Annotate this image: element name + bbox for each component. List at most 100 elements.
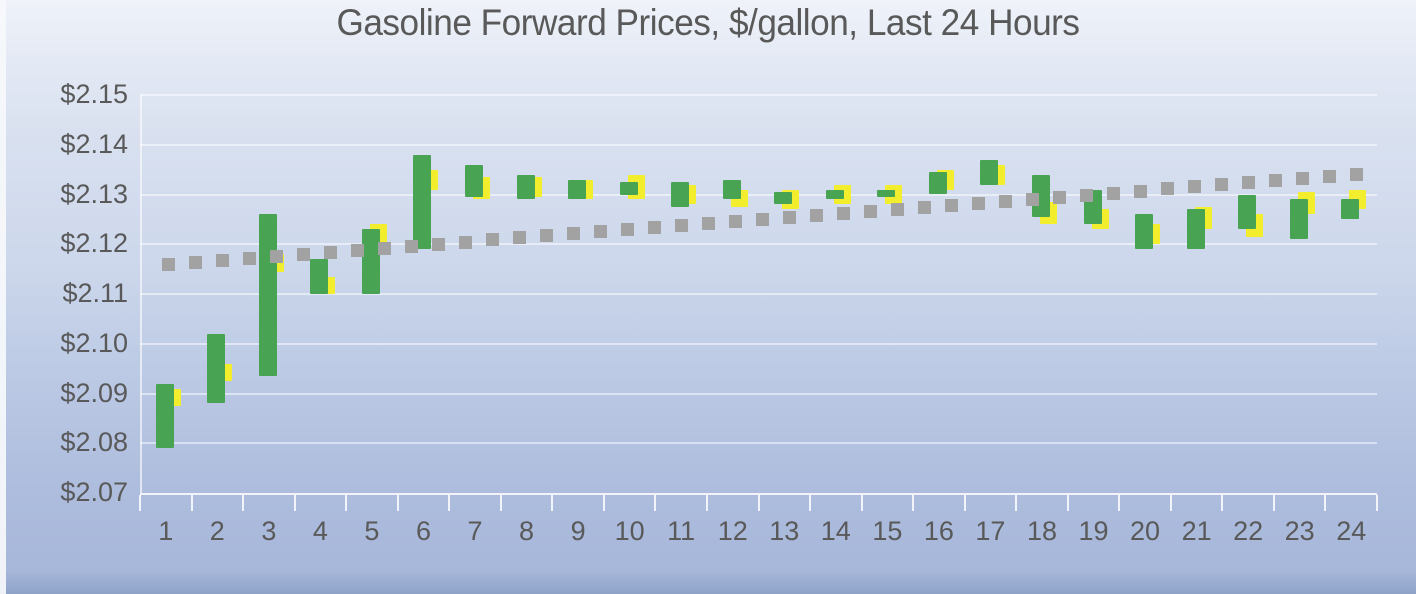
y-gridline xyxy=(140,143,1377,146)
y-gridline xyxy=(140,342,1377,345)
trendline-dot xyxy=(1106,186,1120,200)
range-bar-green xyxy=(1135,214,1154,250)
range-bar-green xyxy=(1289,199,1308,240)
y-axis-tick-label: $2.08 xyxy=(60,427,128,458)
x-axis-tick-label: 14 xyxy=(820,516,851,546)
x-axis-tick-label: 24 xyxy=(1336,516,1367,546)
trendline-dot xyxy=(755,213,769,227)
y-axis-tick-label: $2.07 xyxy=(60,477,128,507)
x-axis-tick-label: 12 xyxy=(717,516,748,546)
x-axis-tick xyxy=(139,495,141,511)
x-axis-tick xyxy=(242,495,245,511)
x-axis-tick-label: 9 xyxy=(570,516,586,546)
y-gridline xyxy=(140,392,1377,395)
range-bar-green xyxy=(928,172,947,195)
x-axis-tick-label: 11 xyxy=(667,516,696,546)
x-axis-tick xyxy=(396,495,399,511)
x-axis-tick xyxy=(602,495,605,511)
range-bar-green xyxy=(155,383,174,449)
range-bar-green xyxy=(1186,209,1205,250)
x-axis-tick xyxy=(345,495,348,511)
trendline-dot xyxy=(1295,172,1309,186)
x-axis-tick xyxy=(293,495,296,511)
range-bar-green xyxy=(774,192,793,205)
range-bar-green xyxy=(1031,174,1050,217)
trendline-dot xyxy=(971,196,985,210)
x-axis-tick-label: 10 xyxy=(614,516,645,546)
range-bar-green xyxy=(1238,194,1257,230)
x-axis-tick xyxy=(912,495,915,511)
x-axis-tick-label: 5 xyxy=(364,516,380,546)
y-axis-tick-label: $2.10 xyxy=(60,327,128,358)
range-bar-green xyxy=(465,164,484,197)
trendline-dot xyxy=(242,251,256,265)
trendline-dot xyxy=(647,221,661,235)
y-gridline xyxy=(140,293,1377,295)
trendline-dot xyxy=(1079,188,1093,202)
trendline-dot xyxy=(1187,180,1201,194)
chart-title: Gasoline Forward Prices, $/gallon, Last … xyxy=(336,2,1080,43)
x-axis-tick xyxy=(654,495,657,511)
x-axis-tick-label: 6 xyxy=(415,516,431,546)
x-axis-tick-label: 8 xyxy=(519,516,535,546)
trendline-dot xyxy=(998,194,1012,208)
x-axis-tick xyxy=(1015,495,1018,511)
x-axis-tick xyxy=(1066,495,1069,511)
y-axis-tick-label: $2.15 xyxy=(60,79,128,109)
trendline-dot xyxy=(890,202,904,216)
trendline-dot xyxy=(917,200,931,214)
y-gridline xyxy=(140,94,1377,96)
trendline-dot xyxy=(1025,192,1039,206)
window-edge-strip xyxy=(0,0,6,594)
x-axis-tick-label: 21 xyxy=(1181,516,1212,546)
x-axis-tick-label: 13 xyxy=(769,516,800,546)
trendline-dot xyxy=(674,219,688,233)
x-axis-tick xyxy=(1221,495,1224,511)
x-axis-tick xyxy=(1169,495,1172,511)
trendline-dot xyxy=(620,223,634,237)
trendline-dot xyxy=(593,225,607,239)
x-axis-tick xyxy=(860,495,863,511)
range-bar-green xyxy=(310,259,329,294)
trendline-dot xyxy=(485,233,499,247)
trendline-dot xyxy=(782,211,796,225)
x-axis-tick xyxy=(190,495,193,511)
trendline-dot xyxy=(539,229,553,243)
y-axis-tick-label: $2.13 xyxy=(60,178,128,209)
y-axis-tick-label: $2.14 xyxy=(60,128,128,159)
x-axis-tick xyxy=(499,495,502,511)
range-bar-green xyxy=(258,214,277,377)
trendline-dot xyxy=(404,239,418,253)
x-axis-tick-label: 19 xyxy=(1078,516,1109,546)
range-bar-green xyxy=(877,189,896,197)
range-bar-green xyxy=(619,182,638,195)
x-axis-tick xyxy=(809,495,812,511)
range-bar-green xyxy=(1341,199,1360,220)
trendline-dot xyxy=(431,237,445,251)
x-axis-tick-label: 18 xyxy=(1026,516,1057,546)
trendline-dot xyxy=(701,217,715,231)
trendline-dot xyxy=(1133,184,1147,198)
range-bar-green xyxy=(825,189,844,200)
trendline-dot xyxy=(566,227,580,241)
trendline-dot xyxy=(863,204,877,218)
x-axis-tick xyxy=(757,495,760,511)
range-bar-green xyxy=(413,154,432,250)
x-axis-tick-label: 22 xyxy=(1233,516,1264,546)
range-bar-green xyxy=(516,174,535,200)
y-axis-tick-label: $2.12 xyxy=(60,228,128,259)
x-axis-tick-label: 16 xyxy=(923,516,954,546)
x-axis-tick xyxy=(1118,495,1121,511)
trendline-dot xyxy=(1268,174,1282,188)
trendline-dot xyxy=(269,249,283,263)
range-bar-green xyxy=(361,229,380,294)
x-axis-tick xyxy=(1376,495,1378,511)
trendline-dot xyxy=(944,198,958,212)
x-axis-tick-label: 1 xyxy=(158,516,174,546)
range-bar-green xyxy=(722,179,741,200)
trendline-dot xyxy=(1349,168,1363,182)
x-axis-tick xyxy=(551,495,554,511)
x-axis-tick-label: 20 xyxy=(1130,516,1161,546)
trendline-dot xyxy=(1160,182,1174,196)
x-axis-tick xyxy=(1272,495,1275,511)
